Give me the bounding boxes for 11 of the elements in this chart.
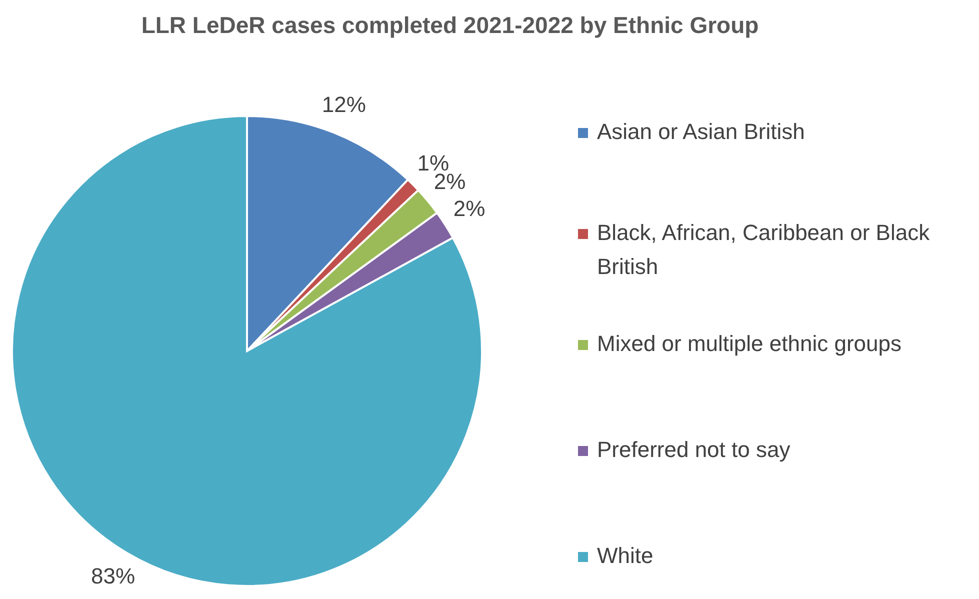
pie-slice	[11, 115, 483, 587]
legend-label: White	[597, 542, 654, 568]
data-label: 83%	[90, 563, 136, 588]
data-label: 2%	[453, 196, 486, 221]
legend-label: Asian or Asian British	[597, 118, 805, 144]
legend-label: Black, African, Caribbean or Black British	[597, 220, 931, 279]
data-label: 12%	[322, 92, 366, 118]
legend-label: Mixed or multiple ethnic groups	[597, 330, 902, 356]
data-label: 2%	[434, 169, 466, 194]
chart-title: LLR LeDeR cases completed 2021-2022 by Ethnic Group	[141, 12, 759, 38]
legend-label: Preferred not to say	[597, 436, 790, 462]
